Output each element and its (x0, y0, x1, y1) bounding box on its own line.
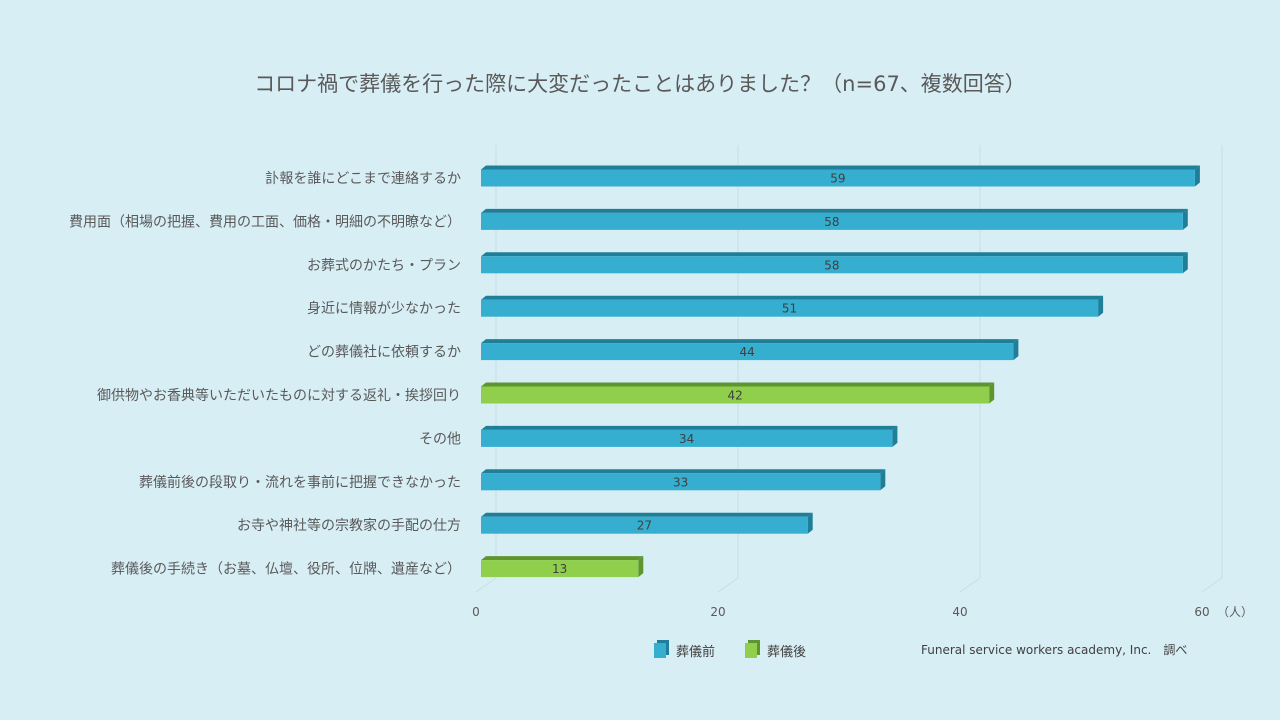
data-label: 42 (727, 389, 742, 403)
x-tick-label: 60 (1194, 605, 1209, 619)
category-label: お寺や神社等の宗教家の手配の仕方 (237, 517, 461, 534)
data-label: 13 (552, 562, 567, 576)
bar (481, 516, 808, 534)
bar-side-face (1194, 165, 1200, 187)
legend-item-after: 葬儀後 (745, 641, 806, 660)
bar (481, 343, 1014, 361)
bar (481, 473, 881, 491)
bar (481, 256, 1183, 274)
bar-top-face (481, 512, 813, 517)
gridline-floor (475, 577, 497, 593)
category-label: 身近に情報が少なかった (307, 301, 461, 317)
legend-label-after: 葬儀後 (767, 645, 807, 660)
bar-side-face (807, 512, 813, 534)
bar-side-face (1182, 208, 1188, 230)
bar-top-face (481, 469, 886, 474)
category-label: 訃報を誰にどこまで連絡するか (265, 171, 461, 187)
chart-title: コロナ禍で葬儀を行った際に大変だったことはありました？（n=67、複数回答） (254, 72, 1026, 96)
category-label: どの葬儀社に依頼するか (307, 345, 461, 361)
legend-label-before: 葬儀前 (676, 645, 716, 660)
bar (481, 560, 639, 578)
bar-side-face (1182, 252, 1188, 274)
gridline-floor (959, 577, 981, 593)
bar-top-face (481, 208, 1188, 213)
data-label: 58 (824, 258, 839, 272)
bar-top-face (481, 165, 1200, 170)
bar-side-face (892, 425, 898, 447)
legend: 葬儀前 葬儀後 (654, 641, 836, 660)
bar-side-face (989, 382, 995, 404)
category-label: その他 (419, 431, 461, 447)
data-label: 59 (830, 172, 845, 186)
category-label: 葬儀後の手続き（お墓、仏壇、役所、位牌、遺産など） (111, 561, 461, 578)
data-label: 33 (673, 475, 688, 489)
bar-side-face (880, 469, 886, 491)
bar-top-face (481, 425, 898, 430)
legend-swatch-after (745, 643, 758, 658)
bar-side-face (1098, 295, 1104, 317)
data-label: 27 (637, 519, 652, 533)
legend-item-before: 葬儀前 (654, 641, 715, 660)
gridline-floor (717, 577, 739, 593)
bar (481, 212, 1183, 230)
bar (481, 386, 990, 404)
data-label: 51 (782, 302, 797, 316)
bar (481, 429, 893, 447)
bar-side-face (638, 556, 644, 578)
category-label: 葬儀前後の段取り・流れを事前に把握できなかった (139, 474, 461, 491)
category-label: 御供物やお香典等いただいたものに対する返礼・挨拶回り (97, 387, 461, 404)
source-credit: Funeral service workers academy, Inc. 調べ (921, 643, 1188, 657)
x-axis-unit: （人） (1217, 605, 1253, 619)
bar (481, 169, 1195, 187)
bar-top-face (481, 382, 995, 387)
gridline-floor (1201, 577, 1223, 593)
legend-swatch-before (654, 643, 666, 658)
x-tick-label: 20 (710, 605, 725, 619)
bar-top-face (481, 556, 644, 561)
bar-top-face (481, 295, 1104, 300)
x-tick-label: 40 (952, 605, 967, 619)
data-label: 58 (824, 215, 839, 229)
category-label: 費用面（相場の把握、費用の工面、価格・明細の不明瞭など） (69, 214, 461, 230)
bar-side-face (1013, 339, 1019, 361)
data-label: 44 (740, 345, 755, 359)
data-label: 34 (679, 432, 694, 446)
x-tick-label: 0 (472, 605, 480, 619)
bar (481, 299, 1099, 317)
bar-top-face (481, 339, 1019, 344)
category-label: お葬式のかたち・プラン (307, 258, 461, 274)
bar-top-face (481, 252, 1188, 257)
